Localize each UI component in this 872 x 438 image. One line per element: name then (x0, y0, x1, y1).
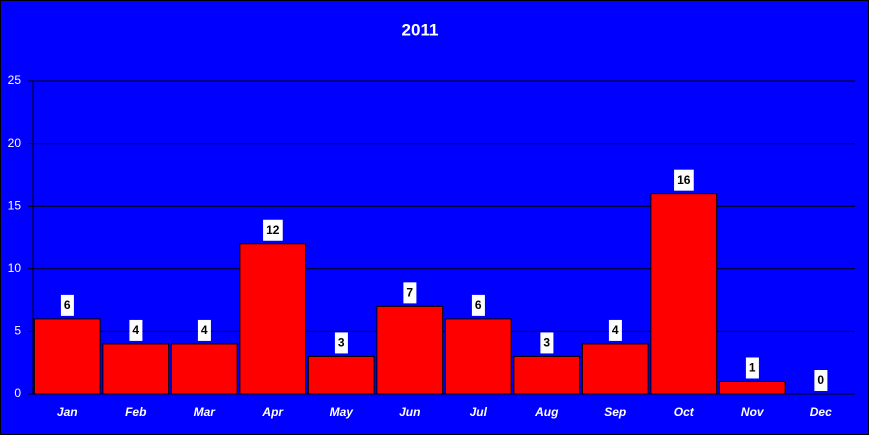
data-label: 4 (132, 323, 139, 337)
data-label: 12 (266, 223, 280, 237)
bar (581, 343, 649, 395)
x-tick-label: Jul (470, 405, 488, 419)
data-label: 3 (543, 336, 550, 350)
data-label: 1 (749, 361, 756, 375)
data-label-box (540, 332, 554, 354)
x-tick-label: Sep (604, 405, 626, 419)
x-tick-label: Apr (261, 405, 284, 419)
bar (239, 243, 307, 395)
bar (102, 343, 170, 395)
bar (650, 193, 718, 395)
data-label-box (334, 332, 348, 354)
data-label: 7 (406, 286, 413, 300)
data-label-box (674, 169, 694, 191)
x-tick-label: May (330, 405, 355, 419)
plot-area (33, 81, 855, 394)
bar (376, 305, 444, 395)
data-label-box (608, 319, 622, 341)
bar (513, 355, 581, 395)
data-label: 4 (201, 323, 208, 337)
x-tick-label: Jun (399, 405, 420, 419)
bar (170, 343, 238, 395)
data-label-box (471, 294, 485, 316)
chart-title: 2011 (402, 20, 439, 39)
data-label: 6 (475, 298, 482, 312)
y-tick-label: 25 (8, 73, 22, 87)
data-label-box (60, 294, 74, 316)
x-tick-label: Feb (125, 405, 146, 419)
bar (444, 318, 512, 395)
data-label: 3 (338, 336, 345, 350)
data-label: 0 (817, 373, 824, 387)
data-label-box (197, 319, 211, 341)
x-tick-label: Jan (57, 405, 78, 419)
data-label: 4 (612, 323, 619, 337)
data-label-box (403, 282, 417, 304)
data-label: 16 (677, 173, 691, 187)
data-label-box (814, 370, 828, 391)
x-tick-label: Aug (534, 405, 559, 419)
bar (718, 380, 786, 395)
data-label-box (263, 219, 283, 241)
y-tick-label: 5 (14, 324, 21, 338)
x-tick-label: Nov (741, 405, 765, 419)
y-tick-label: 0 (14, 386, 21, 400)
x-tick-label: Dec (810, 405, 832, 419)
x-tick-label: Mar (194, 405, 217, 419)
bar (33, 318, 101, 395)
x-tick-label: Oct (674, 405, 695, 419)
data-label-box (129, 319, 143, 341)
data-label: 6 (64, 298, 71, 312)
bar (307, 355, 375, 395)
y-tick-label: 15 (8, 198, 22, 212)
data-label-box (745, 357, 759, 379)
y-tick-label: 20 (8, 136, 22, 150)
y-tick-label: 10 (8, 261, 22, 275)
